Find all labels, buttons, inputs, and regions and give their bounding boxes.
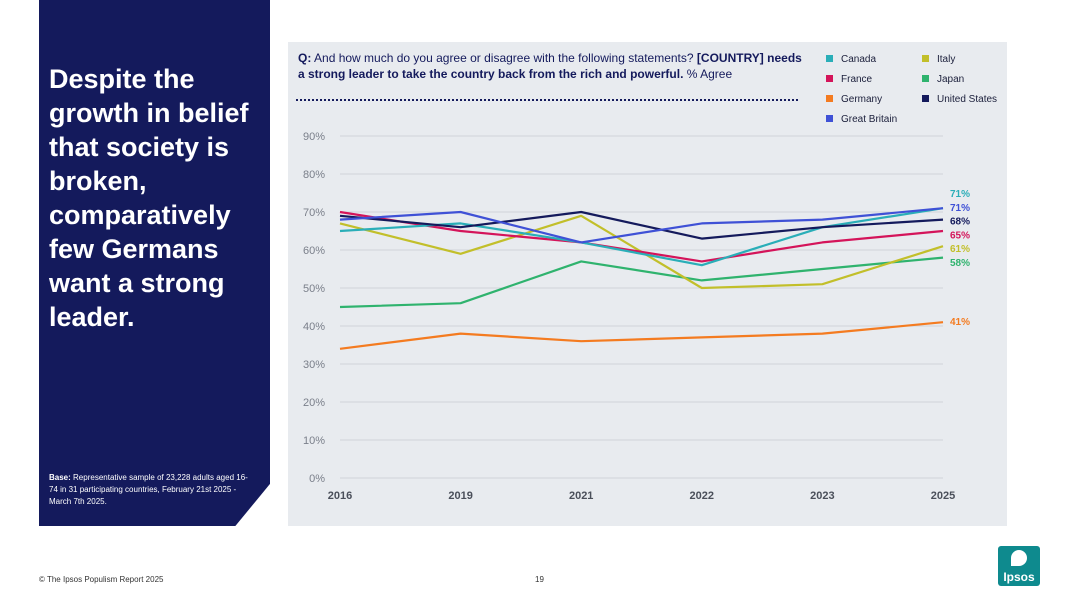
series-line-france [339,210,944,263]
headline: Despite the growth in belief that societ… [49,64,249,332]
x-tick-label: 2023 [810,490,834,502]
end-label-france: 65% [950,230,970,241]
legend-swatch [826,95,833,102]
question: Q: And how much do you agree or disagree… [298,50,803,82]
question-text: And how much do you agree or disagree wi… [314,51,694,65]
legend-label: Canada [841,54,877,65]
end-label-germany: 41% [950,317,970,328]
legend-label: Italy [937,54,956,65]
legend-item-france: France [826,74,872,85]
series-line-great-britain [339,207,944,244]
series-line-united-states [339,210,944,240]
legend-label: France [841,74,873,85]
y-tick-label: 50% [303,283,325,295]
series-line-japan [339,256,944,309]
y-tick-label: 70% [303,207,325,219]
divider [296,99,798,101]
legend-swatch [826,75,833,82]
question-prefix: Q: [298,51,312,65]
legend-label: Japan [937,74,965,85]
y-tick-label: 10% [303,435,325,447]
base-label: Base: [49,473,71,482]
page-number: 19 [535,575,544,584]
legend-item-united-states: United States [922,94,997,105]
legend-swatch [922,75,929,82]
ipsos-logo: Ipsos [998,546,1040,586]
end-label-united-states: 68% [950,217,970,228]
x-tick-label: 2016 [328,490,352,502]
legend-label: Germany [841,94,883,105]
legend-item-italy: Italy [922,54,955,65]
line-chart: 0% 10% 20% 30% 40% 50% 60% 70% 80% 90% 2016 2019 202… [303,131,970,502]
x-tick-label: 2019 [448,490,472,502]
footer-source: © The Ipsos Populism Report 2025 [39,575,164,584]
logo-mark-icon [1011,550,1027,566]
legend-item-japan: Japan [922,74,964,85]
legend: Canada France Germany Great Britain Italy Jap… [826,54,1006,134]
question-suffix: % Agree [686,67,733,81]
y-tick-label: 30% [303,359,325,371]
legend-item-germany: Germany [826,94,882,105]
y-tick-label: 90% [303,131,325,143]
legend-swatch [922,95,929,102]
end-label-great-britain: 71% [950,203,970,214]
legend-swatch [826,55,833,62]
legend-label: Great Britain [841,114,898,125]
legend-item-great-britain: Great Britain [826,114,897,125]
logo-text: Ipsos [1003,570,1035,584]
question-statement: [COUNTRY] needs a strong leader to take … [298,51,802,81]
legend-item-canada: Canada [826,54,876,65]
legend-swatch [922,55,929,62]
y-tick-label: 0% [309,473,325,485]
base-text: Representative sample of 23,228 adults a… [49,473,248,506]
y-tick-label: 60% [303,245,325,257]
y-tick-label: 20% [303,397,325,409]
end-label-italy: 61% [950,244,970,255]
y-tick-label: 40% [303,321,325,333]
x-tick-label: 2025 [931,490,955,502]
headline-panel: Despite the growth in belief that societ… [39,0,270,526]
x-tick-label: 2022 [690,490,714,502]
series-line-germany [339,321,944,350]
end-label-japan: 58% [950,258,970,269]
legend-label: United States [937,94,998,105]
legend-swatch [826,115,833,122]
chart-panel: Q: And how much do you agree or disagree… [288,42,1007,526]
y-tick-label: 80% [303,169,325,181]
base-note: Base: Representative sample of 23,228 ad… [49,472,249,508]
x-tick-label: 2021 [569,490,593,502]
end-label-canada: 71% [950,189,970,200]
